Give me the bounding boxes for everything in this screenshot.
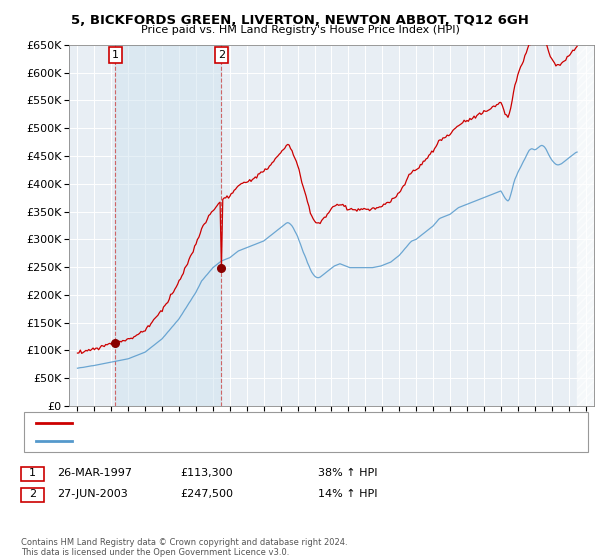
- Text: 2: 2: [29, 489, 36, 499]
- Text: 27-JUN-2003: 27-JUN-2003: [57, 489, 128, 499]
- Text: 5, BICKFORDS GREEN, LIVERTON, NEWTON ABBOT, TQ12 6GH (detached house): 5, BICKFORDS GREEN, LIVERTON, NEWTON ABB…: [78, 418, 471, 428]
- Text: 38% ↑ HPI: 38% ↑ HPI: [318, 468, 377, 478]
- Bar: [115, 45, 221, 406]
- Text: Price paid vs. HM Land Registry's House Price Index (HPI): Price paid vs. HM Land Registry's House …: [140, 25, 460, 35]
- Text: £113,300: £113,300: [180, 468, 233, 478]
- Text: 26-MAR-1997: 26-MAR-1997: [57, 468, 132, 478]
- Text: 1: 1: [112, 50, 119, 60]
- Text: 14% ↑ HPI: 14% ↑ HPI: [318, 489, 377, 499]
- Text: HPI: Average price, detached house, Teignbridge: HPI: Average price, detached house, Teig…: [78, 436, 316, 446]
- Text: 5, BICKFORDS GREEN, LIVERTON, NEWTON ABBOT, TQ12 6GH: 5, BICKFORDS GREEN, LIVERTON, NEWTON ABB…: [71, 14, 529, 27]
- Text: 2: 2: [218, 50, 225, 60]
- Text: £247,500: £247,500: [180, 489, 233, 499]
- Text: Contains HM Land Registry data © Crown copyright and database right 2024.
This d: Contains HM Land Registry data © Crown c…: [21, 538, 347, 557]
- Bar: [577, 45, 594, 406]
- Text: 1: 1: [29, 468, 36, 478]
